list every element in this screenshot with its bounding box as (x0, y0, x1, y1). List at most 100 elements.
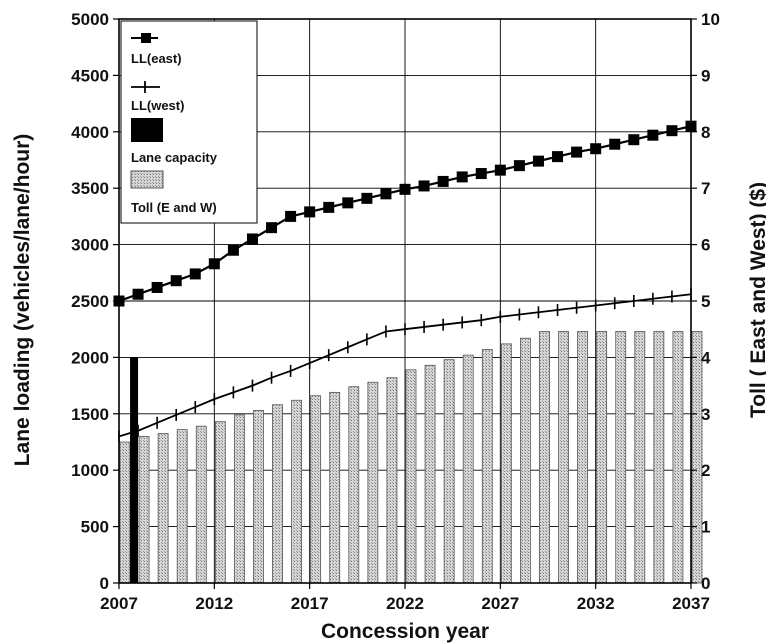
plot-frame (118, 18, 692, 584)
toll-bar (462, 354, 474, 584)
ll-east-marker (475, 168, 487, 180)
ll-east-marker (513, 160, 525, 172)
toll-bar (558, 331, 569, 584)
x-tick-label: 2012 (195, 594, 233, 613)
ll-east-marker (647, 129, 659, 141)
legend: LL(east) LL(west) Lane capacity Toll (E … (120, 20, 258, 224)
ll-east-marker (132, 288, 144, 300)
toll-bar (119, 441, 131, 584)
ll-east-marker (590, 143, 602, 155)
x-tick-label: 2032 (577, 594, 615, 613)
y-tick-label: 4500 (71, 66, 109, 85)
ll-east-marker (170, 275, 182, 287)
ll-east-marker (571, 146, 583, 158)
toll-bars (119, 331, 703, 584)
ll-east-marker (456, 171, 468, 183)
y-tick-label: 500 (81, 518, 109, 537)
legend-ll-east-marker (141, 33, 151, 43)
toll-bar (138, 435, 150, 584)
axes (113, 18, 697, 589)
toll-bar (272, 404, 283, 584)
ll-east-marker (418, 180, 430, 192)
toll-bar (634, 331, 646, 584)
ll-east-marker (609, 138, 621, 150)
y-tick-label: 2000 (71, 348, 109, 367)
ll-east-marker (246, 233, 258, 245)
x-tick-label: 2007 (100, 594, 138, 613)
tick-labels: 0 500 1000 1500 2000 2500 3000 3500 4000 4500 5000… (71, 10, 720, 613)
toll-bar (691, 331, 703, 584)
ll-east-marker (189, 268, 201, 280)
toll-bar (291, 399, 303, 584)
toll-bar (615, 331, 627, 584)
x-tick-label: 2037 (672, 594, 710, 613)
toll-bar (500, 343, 512, 584)
ll-east-marker (342, 197, 354, 209)
ll-east-marker (532, 155, 544, 167)
y2-tick-label: 3 (701, 405, 710, 424)
x-tick-label: 2022 (386, 594, 424, 613)
y2-tick-label: 6 (701, 236, 710, 255)
legend-ll-west-label: LL(west) (131, 98, 184, 113)
legend-toll-swatch (130, 170, 164, 189)
toll-bar (157, 433, 169, 584)
y-tick-label: 1000 (71, 461, 109, 480)
toll-bar (577, 331, 588, 584)
ll-east-marker (285, 210, 297, 222)
toll-bar (443, 359, 455, 584)
toll-bar (481, 349, 493, 584)
toll-bar (672, 331, 684, 584)
toll-bar (176, 429, 188, 584)
ll-east-marker (552, 151, 564, 163)
toll-bar (214, 421, 226, 584)
ll-east-marker (399, 183, 411, 195)
y2-tick-label: 5 (701, 292, 710, 311)
toll-bar (310, 395, 322, 584)
toll-bar (233, 414, 245, 584)
y2-tick-label: 8 (701, 123, 710, 142)
ll-east-marker (266, 222, 278, 234)
legend-lane-capacity-swatch (131, 118, 163, 142)
lane-capacity-bar (130, 357, 139, 583)
ll-east-marker (151, 281, 163, 293)
y2-tick-label: 10 (701, 10, 720, 29)
y2-tick-label: 4 (701, 348, 711, 367)
ll-east-series (113, 120, 697, 307)
toll-bar (424, 364, 436, 584)
legend-toll-label: Toll (E and W) (131, 200, 217, 215)
toll-bar (653, 331, 665, 584)
toll-bar (596, 331, 608, 584)
ll-east-marker (666, 125, 678, 137)
y2-tick-label: 7 (701, 179, 710, 198)
toll-bar (386, 377, 398, 584)
y-tick-label: 0 (100, 574, 109, 593)
lane-capacity-bars (130, 357, 139, 583)
y-tick-label: 3000 (71, 236, 109, 255)
toll-bar (329, 391, 341, 584)
y-tick-label: 2500 (71, 292, 109, 311)
y2-tick-label: 2 (701, 461, 710, 480)
toll-bar (348, 386, 360, 584)
x-tick-label: 2027 (481, 594, 519, 613)
x-axis-title: Concession year (321, 620, 489, 643)
y-tick-label: 3500 (71, 179, 109, 198)
toll-bar (520, 337, 531, 584)
legend-ll-east-label: LL(east) (131, 51, 182, 66)
toll-bar (367, 381, 379, 584)
ll-east-marker (437, 175, 449, 187)
x-tick-label: 2017 (291, 594, 329, 613)
y-axis-title: Lane loading (vehicles/lane/hour) (11, 134, 34, 467)
y-tick-label: 5000 (71, 10, 109, 29)
y2-tick-label: 9 (701, 66, 710, 85)
y-tick-label: 4000 (71, 123, 109, 142)
toll-bar (405, 369, 417, 584)
y2-tick-label: 1 (701, 518, 710, 537)
ll-east-marker (628, 134, 640, 146)
ll-east-marker (208, 258, 220, 270)
ll-east-marker (304, 206, 316, 218)
ll-east-marker (361, 192, 373, 204)
y2-tick-label: 0 (701, 574, 710, 593)
ll-east-marker (323, 201, 335, 213)
legend-lane-capacity-label: Lane capacity (131, 150, 218, 165)
